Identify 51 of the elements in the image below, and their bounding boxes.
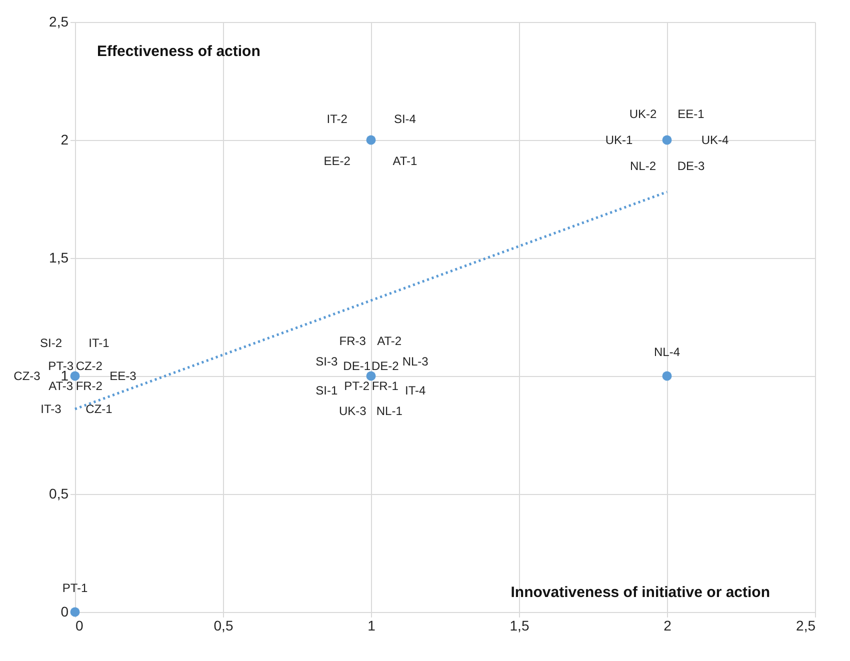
annotation: PT-2 [344,378,370,393]
annotation: UK-4 [701,133,729,147]
annotation: FR-2 [76,378,103,393]
annotation: DE-1 [343,359,371,374]
point [662,135,672,145]
annotation: CZ-1 [86,402,113,416]
annotation: AT-1 [392,154,418,168]
annotation: AT-2 [377,334,402,348]
point [70,371,80,381]
x-tick-label: 0,5 [214,618,234,634]
annotation: IT-4 [405,384,426,398]
point [366,371,376,381]
annotation: EE-1 [678,107,705,122]
point [70,607,80,617]
point [366,135,376,145]
y-tick-label: 0 [60,604,69,620]
x-tick-label: 2 [664,618,672,634]
y-tick-label: 0,5 [49,486,69,502]
annotation: FR-3 [339,334,366,348]
annotation: NL-4 [654,345,680,359]
annotation: NL-1 [376,404,403,418]
point [662,371,672,381]
annotation: UK-1 [605,133,633,147]
y-axis-title: Effectiveness of action [97,43,260,60]
x-tick-label: 2,5 [796,618,816,634]
annotation: EE-3 [110,369,137,383]
annotation: IT-2 [326,112,348,126]
x-tick-label: 0 [76,618,84,634]
annotation: IT-1 [88,336,110,350]
annotation: NL-2 [630,158,656,173]
x-tick-label: 1,5 [510,618,530,634]
y-tick-label: 1,5 [49,250,69,266]
annotation: CZ-3 [14,369,41,383]
annotation: DE-2 [371,359,400,374]
annotation: CZ-2 [76,359,103,374]
annotation: UK-2 [629,107,657,122]
y-tick-label: 2 [60,132,69,148]
annotation: NL-3 [402,354,429,368]
annotation: SI-2 [40,336,62,350]
annotation: EE-2 [324,154,351,168]
annotation: DE-3 [677,158,705,173]
y-tick-label: 2,5 [49,14,69,30]
annotation: SI-3 [316,354,338,368]
annotation: UK-3 [338,404,367,418]
annotation: FR-1 [372,378,399,393]
annotation: PT-1 [62,581,88,595]
annotation: IT-3 [40,402,62,416]
x-tick-label: 1 [368,618,376,634]
annotation: SI-1 [316,384,338,398]
x-axis-title: Innovativeness of initiative or action [510,584,770,601]
annotation: SI-4 [394,112,416,126]
